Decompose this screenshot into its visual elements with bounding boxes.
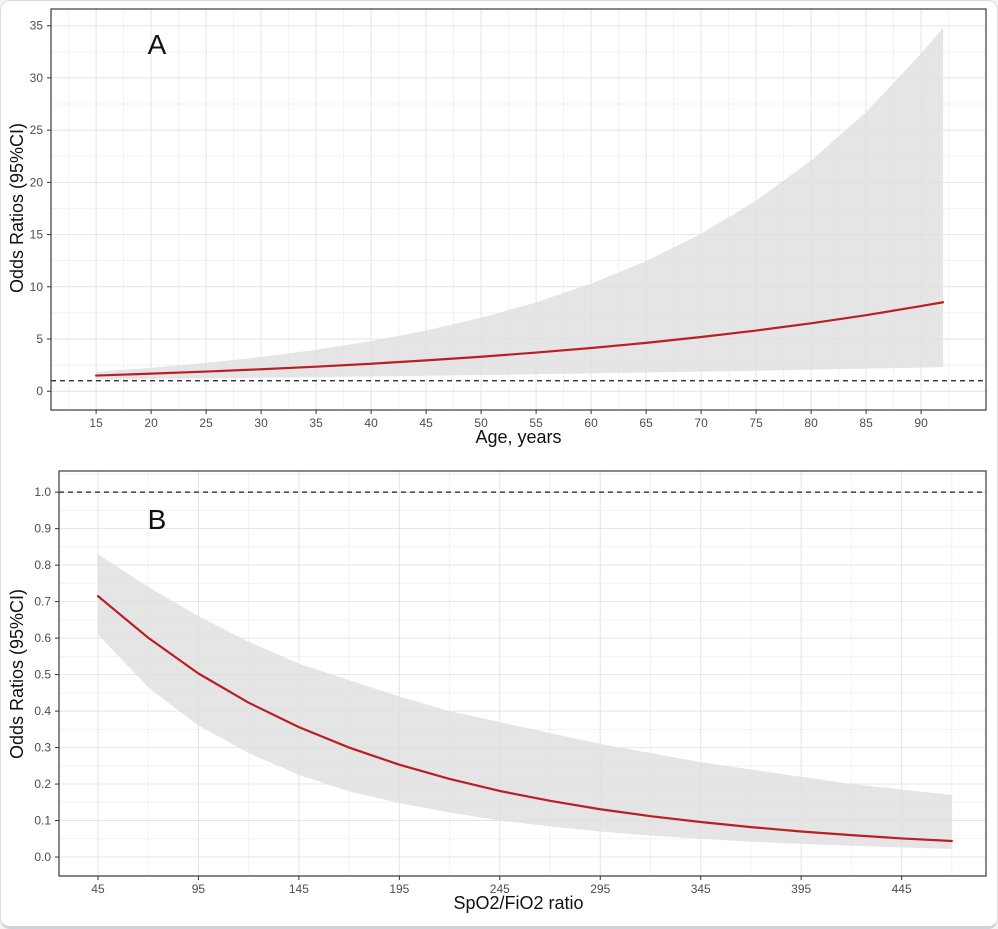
x-tick-label: 35: [309, 416, 323, 430]
odds-ratio-curve: [94, 301, 945, 377]
x-tick-label: 445: [892, 882, 912, 896]
odds-ratio-curve: [96, 595, 953, 843]
x-tick-label: 45: [419, 416, 433, 430]
x-tick-label: 245: [490, 882, 510, 896]
panel-border: [58, 470, 987, 877]
x-tick-label: 15: [89, 416, 103, 430]
x-tick-label: 45: [91, 882, 105, 896]
x-tick-label: 70: [694, 416, 708, 430]
y-tick-label: 0: [36, 384, 43, 398]
x-tick-label: 55: [529, 416, 543, 430]
x-tick-label: 65: [639, 416, 653, 430]
panel-a-x-axis-title: Age, years: [475, 427, 562, 447]
y-tick-label: 0.8: [34, 558, 51, 572]
y-tick-label: 1.0: [34, 485, 51, 499]
x-tick-label: 20: [144, 416, 158, 430]
y-tick-label: 0.1: [34, 814, 51, 828]
panel-border: [50, 8, 987, 411]
y-tick-label: 20: [30, 175, 44, 189]
panel-a-letter: A: [147, 29, 167, 60]
x-tick-label: 50: [474, 416, 488, 430]
x-tick-label: 395: [791, 882, 811, 896]
y-tick-label: 30: [30, 71, 44, 85]
y-tick-label: 0.6: [34, 631, 51, 645]
x-tick-label: 60: [584, 416, 598, 430]
y-tick-label: 25: [30, 123, 44, 137]
y-tick-label: 15: [30, 228, 44, 242]
x-tick-label: 80: [804, 416, 818, 430]
y-tick-label: 10: [30, 280, 44, 294]
x-tick-label: 85: [859, 416, 873, 430]
y-tick-label: 35: [30, 19, 44, 33]
confidence-band: [97, 554, 952, 849]
panel-a-y-axis-title: Odds Ratios (95%CI): [7, 122, 27, 294]
x-tick-label: 25: [199, 416, 213, 430]
x-tick-label: 345: [691, 882, 711, 896]
x-tick-label: 195: [389, 882, 409, 896]
x-tick-label: 90: [914, 416, 928, 430]
panel-b-letter: B: [147, 504, 167, 535]
y-tick-label: 5: [36, 332, 43, 346]
x-tick-label: 145: [289, 882, 309, 896]
y-tick-label: 0.7: [34, 595, 51, 609]
panel-b-y-axis-title: Odds Ratios (95%CI): [7, 588, 27, 760]
x-tick-label: 295: [590, 882, 610, 896]
confidence-band: [96, 27, 944, 380]
y-tick-label: 0.9: [34, 522, 51, 536]
y-tick-label: 0.2: [34, 777, 51, 791]
x-tick-label: 95: [192, 882, 206, 896]
y-tick-label: 0.3: [34, 741, 51, 755]
panel-a-plot: 15 20 25 30 35 40 45 50 55 60 65 70 75 80 85 90 0 5 10 15 20…: [30, 8, 987, 430]
y-tick-label: 0.4: [34, 704, 51, 718]
y-tick-label: 0.5: [34, 668, 51, 682]
y-tick-label: 0.0: [34, 850, 51, 864]
x-tick-label: 30: [254, 416, 268, 430]
x-tick-label: 40: [364, 416, 378, 430]
x-tick-label: 75: [749, 416, 763, 430]
panel-b-plot: 45 95 145 195 245 295 345 395 445 0.0 0.1 0.2 0.3 0.4…: [34, 470, 987, 896]
panel-b-x-axis-title: SpO2/FiO2 ratio: [453, 893, 584, 913]
